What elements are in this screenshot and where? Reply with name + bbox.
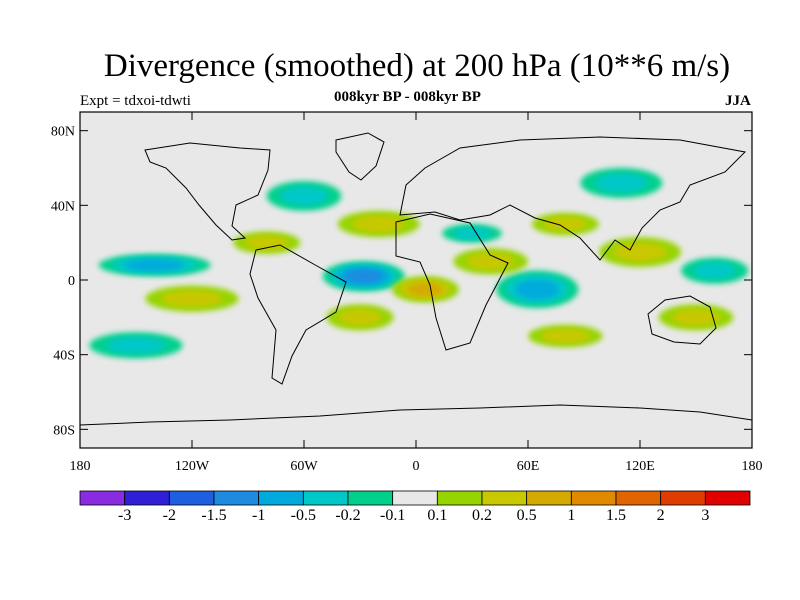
colorbar	[79, 490, 751, 506]
colorbar-swatch	[615, 490, 662, 506]
colorbar-swatch	[660, 490, 706, 506]
colorbar-swatch	[481, 490, 528, 506]
field-blob-14-1	[671, 308, 721, 326]
colorbar-swatch	[704, 490, 751, 506]
field-blob-8-1	[161, 290, 223, 308]
map-title: Divergence (smoothed) at 200 hPa (10**6 …	[103, 48, 731, 84]
colorbar-label: 1	[567, 507, 576, 524]
colorbar-swatch	[168, 490, 215, 506]
colorbar-label: -1	[251, 507, 266, 524]
colorbar-label: -2	[162, 507, 176, 524]
colorbar-label: -0.1	[379, 507, 406, 524]
colorbar-label: 0.5	[516, 507, 537, 524]
period-label: 008kyr BP - 008kyr BP	[334, 89, 481, 105]
colorbar-swatch	[570, 490, 617, 506]
colorbar-swatch	[258, 490, 304, 506]
coastline-africa	[395, 213, 509, 351]
divergence-field	[89, 168, 749, 359]
lon-tick-label: 180	[742, 459, 763, 474]
colorbar-label: -1.5	[201, 507, 227, 524]
colorbar-swatch	[79, 490, 126, 506]
lon-tick-label: 180	[70, 459, 91, 474]
lat-tick-label: 40S	[53, 349, 75, 364]
coastline-south-america	[249, 244, 347, 385]
field-blob-9-1	[338, 308, 382, 326]
lon-tick-label: 120E	[625, 459, 655, 474]
field-blob-16-1	[351, 215, 406, 233]
colorbar-swatch	[213, 490, 260, 506]
field-blob-5-1	[594, 173, 649, 193]
colorbar-label: -0.5	[290, 507, 316, 524]
colorbar-label: 3	[701, 507, 710, 524]
colorbar-label: 1.5	[606, 507, 626, 524]
lon-tick-label: 120W	[175, 459, 210, 474]
field-blob-15-1	[541, 328, 590, 344]
coastlines	[80, 132, 752, 426]
coastline-australia	[647, 295, 717, 345]
colorbar-label: 0.1	[427, 507, 448, 524]
colorbar-swatch	[392, 490, 438, 506]
field-blob-13-1	[244, 235, 289, 250]
coastline-greenland	[335, 132, 385, 181]
field-blob-17-2	[407, 282, 444, 297]
colorbar-label: 0.2	[472, 507, 492, 524]
colorbar-label: -3	[117, 507, 132, 524]
colorbar-swatch	[526, 490, 572, 506]
coastline-antarctica	[80, 404, 752, 426]
coastline-north-america	[144, 142, 271, 241]
lon-tick-label: 60E	[517, 459, 540, 474]
field-blob-4-1	[279, 186, 329, 206]
axes: 80N 40N 0 40S 80S 180 120W 60W 0 60E 120E 180	[51, 112, 763, 474]
lat-tick-label: 80S	[53, 423, 75, 438]
colorbar-label: 2	[656, 507, 665, 524]
field-blob-0-3	[344, 269, 384, 284]
lon-tick-label: 60W	[290, 459, 318, 474]
colorbar-swatch	[347, 490, 394, 506]
field-blob-10-1	[466, 252, 515, 270]
colorbar-swatch	[436, 490, 483, 506]
season-label: JJA	[725, 93, 751, 109]
lat-tick-label: 40N	[51, 199, 75, 214]
field-blob-2-2	[515, 279, 560, 300]
field-blob-7-1	[105, 336, 167, 354]
experiment-label: Expt = tdxoi-tdwti	[80, 93, 191, 109]
field-blob-11-1	[613, 242, 667, 262]
coastline-eurasia	[399, 136, 747, 261]
field-blob-12-1	[543, 216, 588, 232]
lat-tick-label: 0	[68, 274, 75, 289]
lon-tick-label: 0	[413, 459, 420, 474]
field-blob-3-1	[692, 262, 737, 280]
colorbar-swatch	[302, 490, 349, 506]
colorbar-label: -0.2	[335, 507, 361, 524]
colorbar-swatch	[124, 490, 170, 506]
field-blob-1-2	[124, 259, 185, 272]
lat-tick-label: 80N	[51, 125, 75, 140]
field-blob-6-1	[452, 227, 492, 240]
colorbar-labels: -3 -2 -1.5 -1 -0.5 -0.2 -0.1 0.1 0.2 0.5 1 1.5 2 3	[0, 507, 800, 527]
